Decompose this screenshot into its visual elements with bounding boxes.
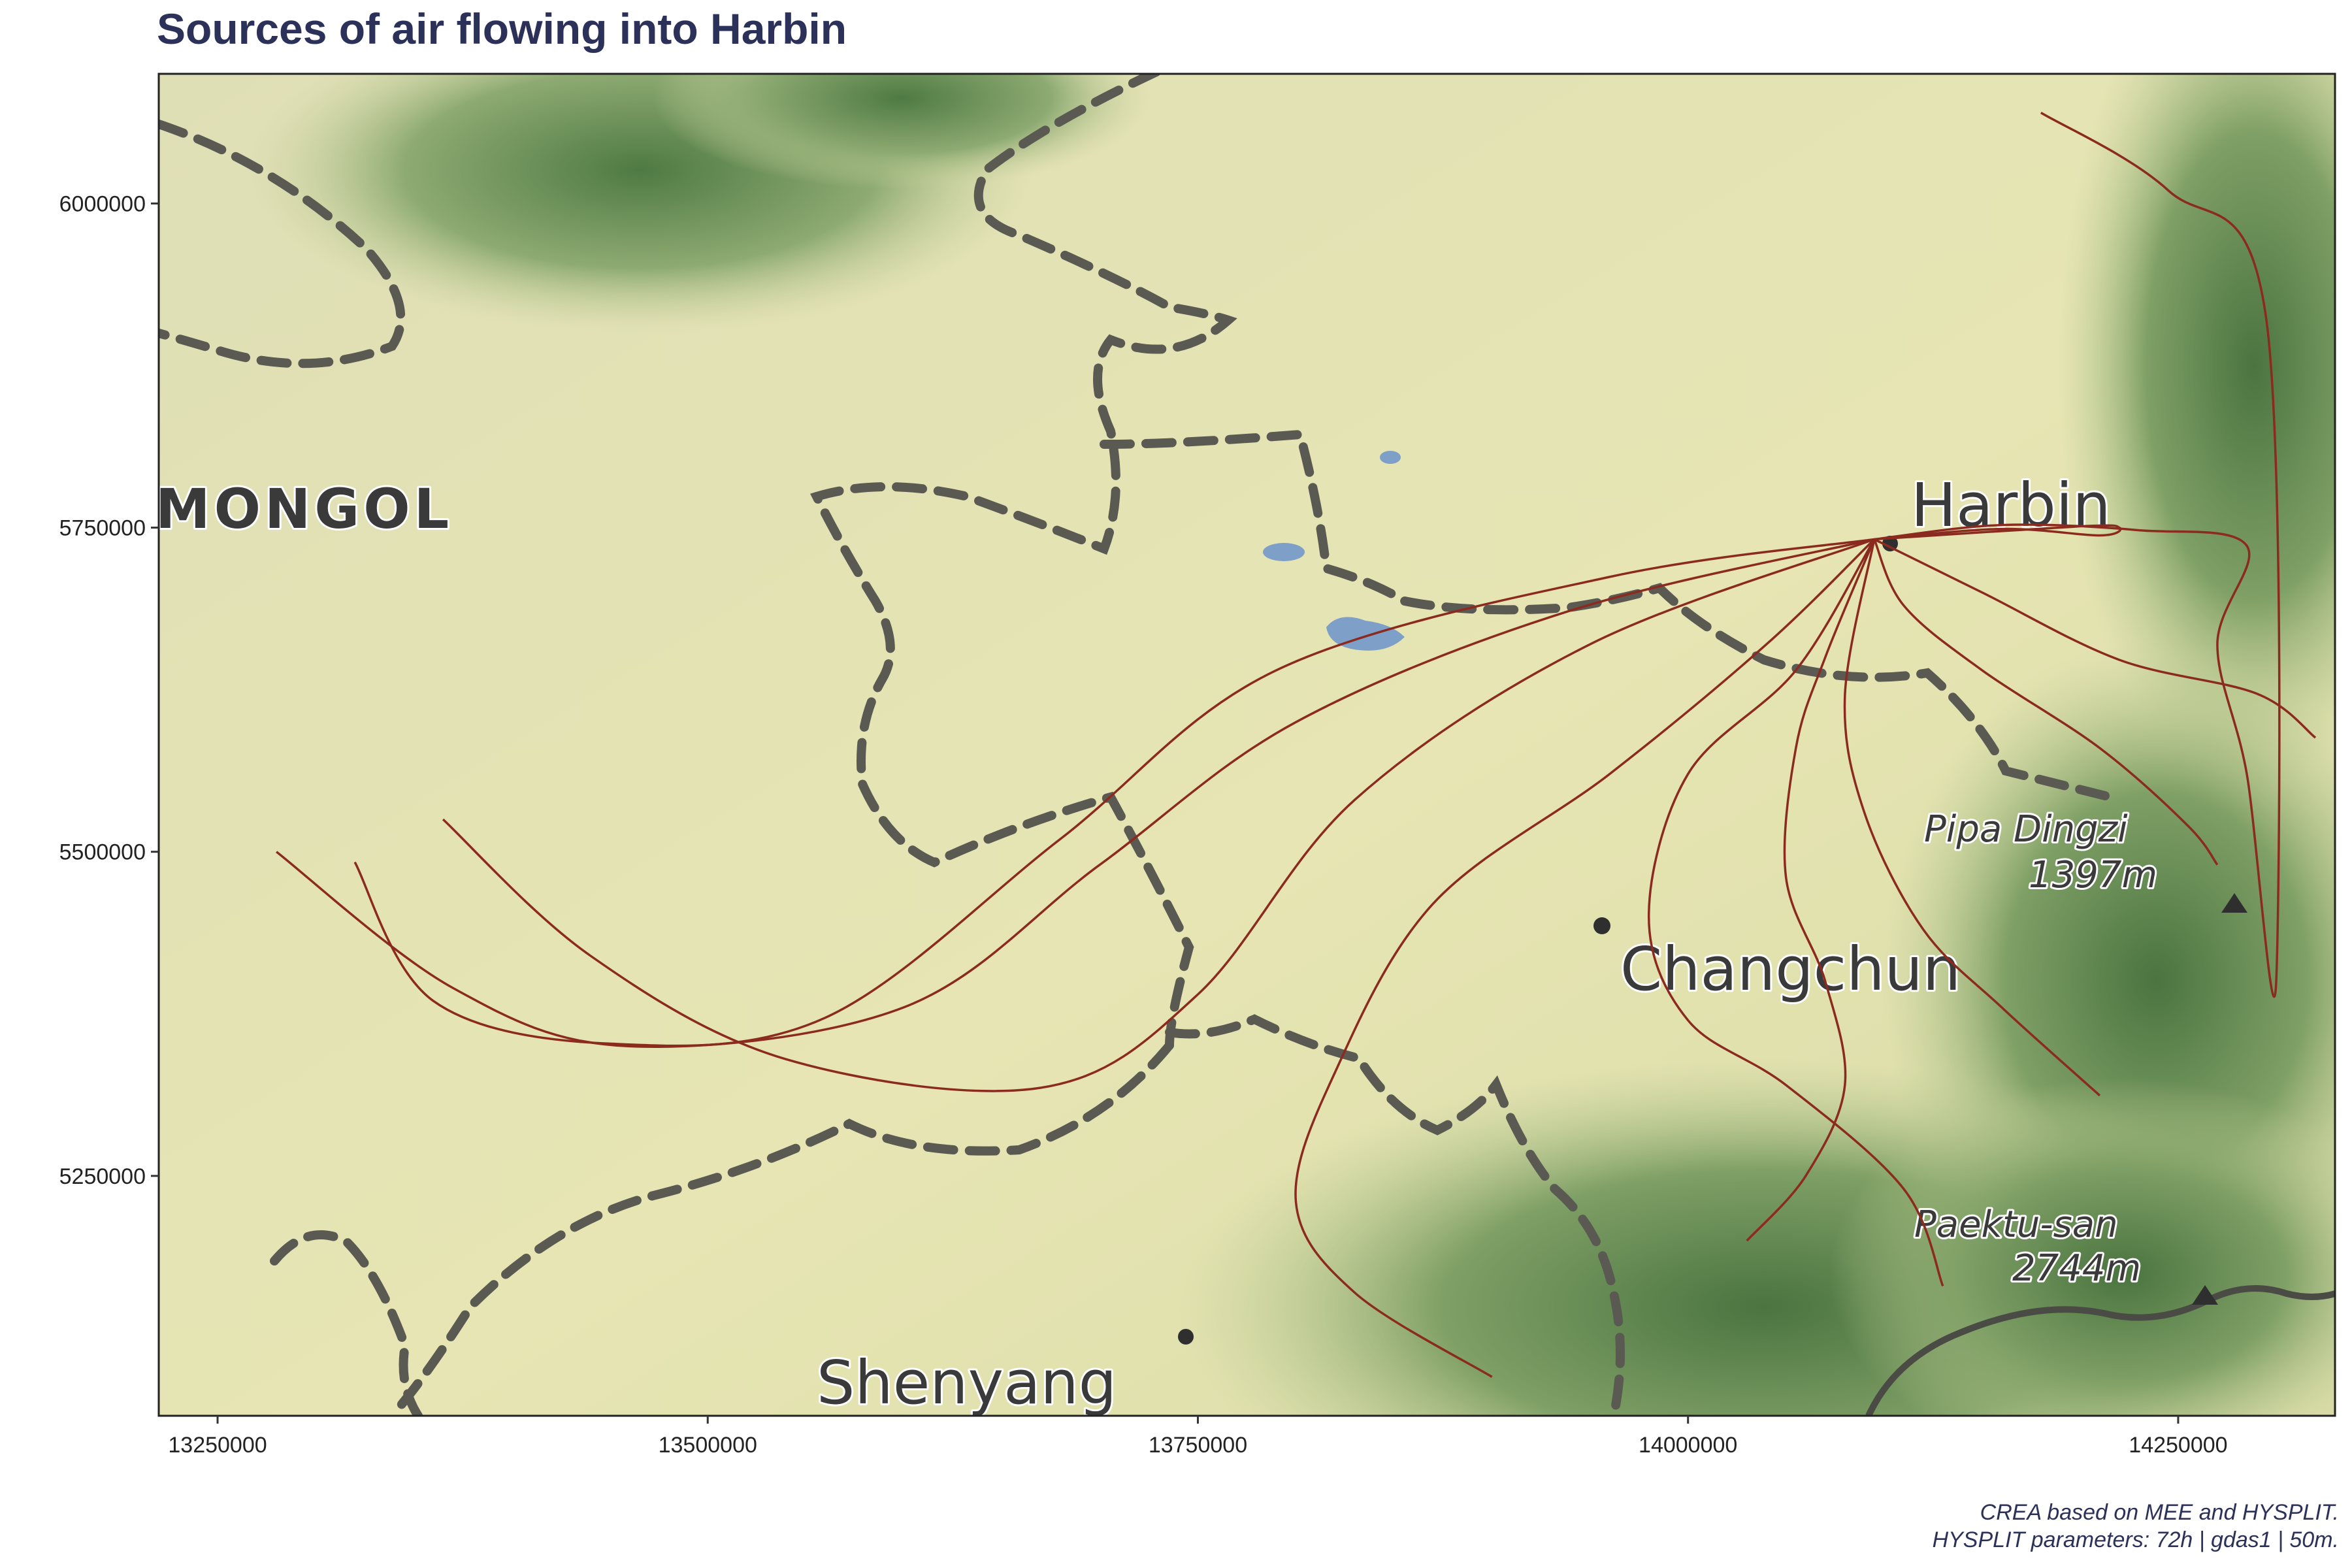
- y-tick-label: 6000000: [59, 191, 146, 216]
- x-tick-label: 14000000: [1639, 1433, 1737, 1458]
- y-tick-label: 5250000: [59, 1164, 146, 1189]
- changchun-label: Changchun: [1620, 934, 1961, 1004]
- lake: [1263, 543, 1305, 561]
- lake: [1380, 451, 1401, 464]
- trajectory-line: [1874, 524, 2122, 541]
- plot-frame: [157, 73, 2336, 1417]
- x-tick-label: 14250000: [2129, 1433, 2227, 1458]
- international-border: [1865, 1285, 2335, 1416]
- terrain-north: [653, 74, 1150, 189]
- trajectory-line: [1843, 539, 2101, 1097]
- shenyang-dot: [1178, 1329, 1194, 1345]
- trajectory-line: [1647, 538, 1944, 1287]
- peak2-name-label: Paektu-san: [1914, 1203, 2118, 1246]
- trajectory-line: [1294, 538, 1876, 1378]
- y-tick-label: 5750000: [59, 516, 146, 541]
- x-tick-label: 13750000: [1149, 1433, 1247, 1458]
- peak1-marker-icon: [2221, 893, 2247, 913]
- peak2-elev-label: 2744m: [2012, 1247, 2141, 1290]
- trajectory-line: [1873, 538, 2219, 866]
- peak2-marker-icon: [2192, 1285, 2218, 1305]
- trajectory-line: [353, 538, 1875, 1047]
- trajectory-line: [1874, 112, 2281, 998]
- shenyang-label: Shenyang: [817, 1348, 1117, 1418]
- trajectory-line: [1874, 538, 2317, 739]
- changchun-dot: [1593, 917, 1610, 934]
- trajectory-layer: [276, 112, 2317, 1378]
- axes-layer: 13250000 13500000 13750000 14000000 14250000…: [59, 191, 2228, 1458]
- y-tick-label: 5500000: [59, 840, 146, 865]
- caption-line-2: HYSPLIT parameters: 72h | gdas1 | 50m.: [1932, 1527, 2339, 1552]
- caption-line-1: CREA based on MEE and HYSPLIT.: [1980, 1500, 2339, 1525]
- chart-title: Sources of air flowing into Harbin: [157, 5, 847, 53]
- trajectory-line: [442, 538, 1875, 1092]
- terrain-east: [2058, 74, 2335, 791]
- peak1-elev-label: 1397m: [2029, 854, 2157, 896]
- trajectory-line: [1746, 538, 1876, 1242]
- region-label: MONGOL: [155, 477, 453, 541]
- trajectory-line: [276, 538, 1875, 1048]
- x-tick-label: 13500000: [659, 1433, 757, 1458]
- peak1-name-label: Pipa Dingzi: [1924, 808, 2128, 851]
- x-tick-label: 13250000: [168, 1433, 267, 1458]
